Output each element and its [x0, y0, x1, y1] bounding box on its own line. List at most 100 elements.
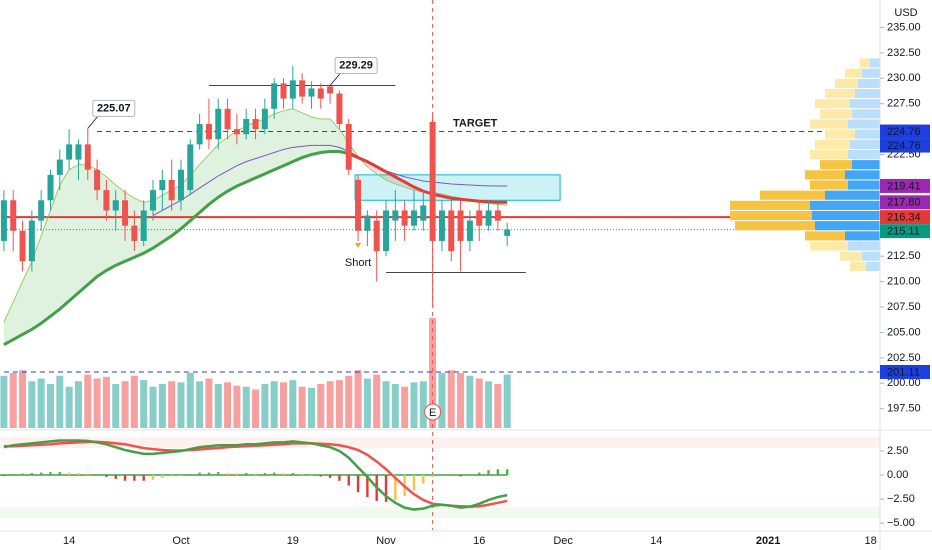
price-label-box	[880, 138, 930, 153]
macd-histogram-bar	[170, 475, 173, 477]
volume-bar	[28, 381, 36, 428]
candle-body	[159, 179, 166, 191]
profile-up	[852, 109, 880, 119]
volume-bar	[401, 386, 409, 428]
candle-body	[299, 80, 306, 97]
candle-body	[271, 83, 278, 109]
y-tick-label: 0.00	[887, 469, 908, 481]
macd-line	[3, 439, 508, 511]
candle-body	[0, 200, 7, 241]
macd-histogram-bar	[422, 475, 425, 484]
candle-body	[336, 93, 343, 125]
macd-histogram-bar	[478, 472, 481, 476]
macd-histogram-bar	[450, 475, 453, 476]
callout-label: 229.29	[339, 59, 373, 71]
volume-bar	[438, 373, 446, 428]
volume-bar	[391, 384, 399, 428]
volume-bar	[410, 382, 418, 428]
macd-histogram-bar	[272, 472, 276, 476]
volume-bar	[47, 384, 54, 428]
earnings-label: E	[429, 407, 436, 419]
callout-box	[92, 99, 136, 117]
volume-bar	[177, 382, 185, 428]
volume-bar	[326, 381, 334, 428]
volume-bar	[280, 382, 287, 428]
volume-bar	[37, 378, 45, 428]
macd-histogram-bar	[319, 475, 322, 477]
macd-histogram-bar	[412, 475, 416, 491]
y-tick-label: 2.50	[887, 445, 908, 457]
purple-ma	[152, 144, 508, 216]
candle-body	[233, 129, 240, 135]
profile-down	[735, 221, 815, 231]
macd-histogram-bar	[384, 475, 388, 502]
macd-histogram-bar	[459, 475, 462, 477]
macd-histogram-bar	[142, 475, 145, 481]
profile-down	[730, 210, 812, 221]
macd-histogram-bar	[338, 475, 341, 481]
volume-bar	[475, 378, 483, 428]
candle-body	[420, 205, 427, 221]
profile-up	[825, 190, 880, 200]
volume-bar	[242, 386, 250, 428]
profile-down	[850, 261, 866, 271]
price-label-box	[880, 364, 930, 379]
macd-histogram-bar	[291, 473, 295, 476]
profile-up	[852, 160, 880, 170]
candle-body	[345, 124, 352, 170]
macd-histogram-bar	[254, 473, 257, 476]
macd-histogram-bar	[347, 475, 350, 486]
candle-body	[205, 124, 212, 140]
y-tick-label: 210.00	[887, 276, 921, 288]
candle-body	[84, 144, 91, 170]
volume-bar	[252, 389, 260, 428]
profile-up	[848, 149, 880, 160]
candle-body	[56, 159, 63, 175]
candle-body	[75, 144, 82, 160]
profile-down	[805, 170, 845, 180]
volume-bar	[363, 378, 371, 428]
macd-histogram-bar	[151, 475, 155, 480]
candle-body	[122, 200, 129, 226]
volume-bar	[205, 378, 213, 428]
candle-body	[187, 144, 194, 191]
candle-body	[38, 200, 45, 221]
y-tick-label: 205.00	[887, 326, 921, 338]
profile-up	[855, 129, 880, 139]
profile-up	[855, 88, 880, 99]
volume-bar	[74, 381, 82, 428]
macd-histogram-bar	[487, 470, 490, 476]
candle-body	[19, 230, 26, 262]
x-tick-label: Nov	[376, 535, 396, 547]
volume-bar	[466, 375, 474, 428]
profile-down	[840, 251, 862, 261]
profile-down	[730, 200, 810, 210]
volume-bar	[419, 381, 427, 428]
volume-bar	[65, 386, 73, 428]
volume-bar	[289, 380, 297, 428]
volume-bar	[130, 375, 138, 428]
candle-body	[392, 210, 399, 221]
volume-bar	[457, 373, 465, 428]
candle-body	[429, 121, 436, 241]
signal-label: Short	[345, 257, 371, 269]
price-label: 224.76	[887, 126, 921, 138]
volume-bar	[196, 381, 204, 428]
candle-body	[28, 220, 35, 262]
price-label: 216.34	[887, 212, 921, 224]
y-tick-label: −2.50	[887, 493, 915, 505]
profile-down	[805, 231, 845, 241]
volume-bar	[158, 384, 166, 428]
macd-histogram-bar	[217, 472, 220, 476]
volume-bar	[112, 384, 120, 428]
volume-bar	[494, 384, 502, 428]
candle-body	[10, 200, 17, 231]
macd-histogram-bar	[133, 475, 136, 481]
macd-lower-band	[0, 507, 880, 518]
profile-up	[850, 99, 880, 109]
y-tick-label: 235.00	[887, 21, 921, 33]
candle-body	[168, 179, 175, 201]
volume-bar	[503, 374, 511, 428]
